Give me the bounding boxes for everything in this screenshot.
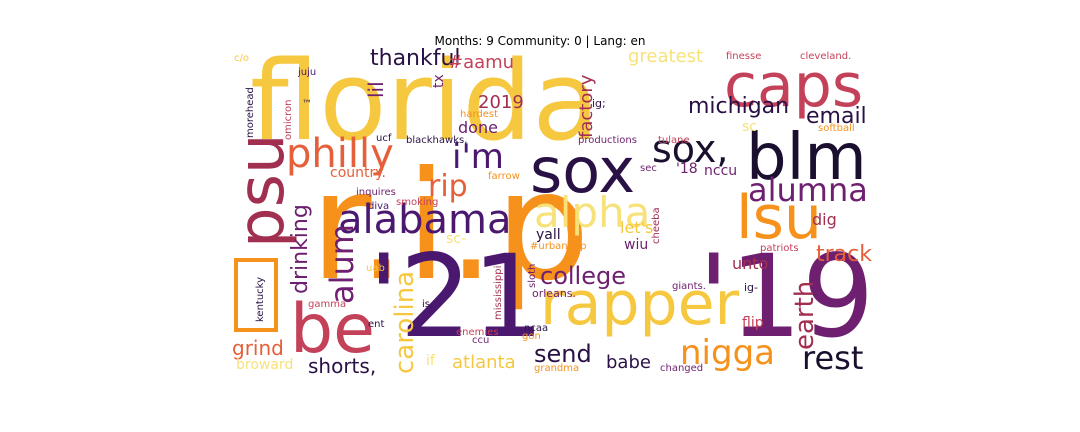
word-ent: ent [368, 319, 385, 330]
word-smoking: smoking [396, 197, 439, 208]
word-changed: changed [660, 363, 704, 374]
word-sox: sox [530, 134, 636, 207]
word-florida: florida [250, 48, 600, 165]
word-im: i'm [452, 137, 504, 177]
word-sec: sec [640, 163, 657, 174]
word-finesse: finesse [726, 51, 762, 62]
word-omicron: omicron [283, 99, 294, 140]
word-blackhawks: blackhawks, [406, 135, 468, 146]
word-hardest: hardest [460, 109, 499, 120]
word-gon: gon [522, 331, 541, 342]
word-ccu: ccu [472, 335, 490, 346]
word-nigga: nigga [680, 333, 775, 373]
word-ncaa: ncaa [524, 323, 549, 334]
word-greatest: greatest [628, 48, 704, 67]
word-psu: psu [228, 133, 299, 248]
word-unto: unto [732, 254, 769, 273]
word-alum: alum [323, 224, 361, 304]
word-grind: grind [232, 336, 284, 360]
word-flip: flip [742, 315, 764, 331]
word-productions: productions [578, 135, 637, 146]
word-uab: uab [366, 263, 385, 274]
word-rapper: rapper [540, 269, 740, 339]
word-18: '18 [676, 161, 698, 177]
word-kentucky: kentucky [255, 276, 266, 322]
word-dig: dig [812, 210, 837, 229]
word-psu-box [234, 258, 278, 332]
word-grandma: grandma [534, 363, 580, 374]
word-enemies: enemies [456, 327, 499, 338]
word-ig-dash: ig- [744, 281, 759, 294]
word-patriots: patriots [760, 243, 799, 254]
word-track: track [816, 242, 872, 267]
word-earth: earth [790, 280, 820, 350]
word-alumna: alumna [748, 171, 868, 209]
word-cheeba: cheeba [651, 207, 662, 244]
word-farrow: farrow [488, 171, 520, 182]
word-drinking: drinking [288, 204, 313, 294]
word-caps: caps [724, 51, 864, 121]
word-urbanpop: #urbanpop [530, 241, 587, 252]
word-sc-dash: sc- [446, 231, 467, 247]
word-tx: tx [431, 74, 447, 88]
word-shorts: shorts, [308, 354, 377, 378]
word-alpha: alpha [534, 188, 651, 237]
word-2019: 2019 [478, 92, 524, 113]
word-college: college [540, 262, 626, 290]
word-mississippi: mississippi [493, 265, 504, 320]
word-rip-dots: r.i.p [310, 140, 591, 314]
word-morehead: morehead [245, 87, 256, 138]
word-email: email [806, 104, 867, 129]
word-sox-comma: sox, [652, 127, 729, 171]
word-giants: giants. [672, 281, 706, 292]
word-gamma: gamma [308, 299, 347, 310]
word-carolina: carolina [390, 270, 420, 374]
word-21: '21 [368, 230, 545, 363]
word-broward: broward [236, 357, 294, 373]
word-yall: yall [536, 227, 561, 243]
word-lsu: lsu [736, 183, 822, 253]
word-thankful: thankful [370, 48, 461, 71]
word-diva: diva [368, 201, 390, 212]
word-if: if [426, 353, 435, 369]
word-nccu: nccu [704, 163, 738, 179]
word-done: done [458, 118, 498, 137]
word-blm: blm [746, 121, 867, 195]
word-juju: juju [298, 67, 317, 78]
word-atlanta: atlanta [452, 352, 516, 373]
word-sloth: sloth [527, 263, 538, 288]
word-send: send [534, 340, 592, 368]
word-michigan: michigan [688, 94, 790, 119]
word-aamu: #aamu [448, 52, 515, 73]
word-ucf: ucf [376, 133, 392, 144]
word-alabama: alabama [338, 197, 512, 243]
word-19: '19 [698, 230, 875, 363]
word-be: be [290, 290, 375, 369]
word-co: c/o [234, 53, 249, 64]
word-tm: ™ [302, 99, 312, 110]
word-softball: softball [818, 123, 855, 134]
word-lil: lil [364, 81, 388, 98]
word-sc: sc [742, 119, 757, 135]
word-cloud: r.i.p florida '21 '19 sox blm caps psu b… [228, 48, 876, 384]
word-country: country. [330, 165, 386, 181]
word-rest: rest [802, 339, 864, 377]
chart-title: Months: 9 Community: 0 | Lang: en [434, 34, 646, 48]
word-philly: philly [286, 131, 394, 177]
word-ig-semicolon: ig; [592, 97, 606, 110]
word-tulane: tulane [658, 135, 690, 146]
word-cleveland: cleveland. [800, 51, 852, 62]
word-is: is. [422, 299, 434, 310]
word-orleans: orleans. [532, 287, 577, 300]
word-rip: rip [428, 169, 468, 204]
word-wiu: wiu [624, 237, 649, 253]
word-lets: let's [620, 218, 654, 237]
word-babe: babe [606, 352, 651, 373]
word-inquires: inquires [356, 187, 396, 198]
